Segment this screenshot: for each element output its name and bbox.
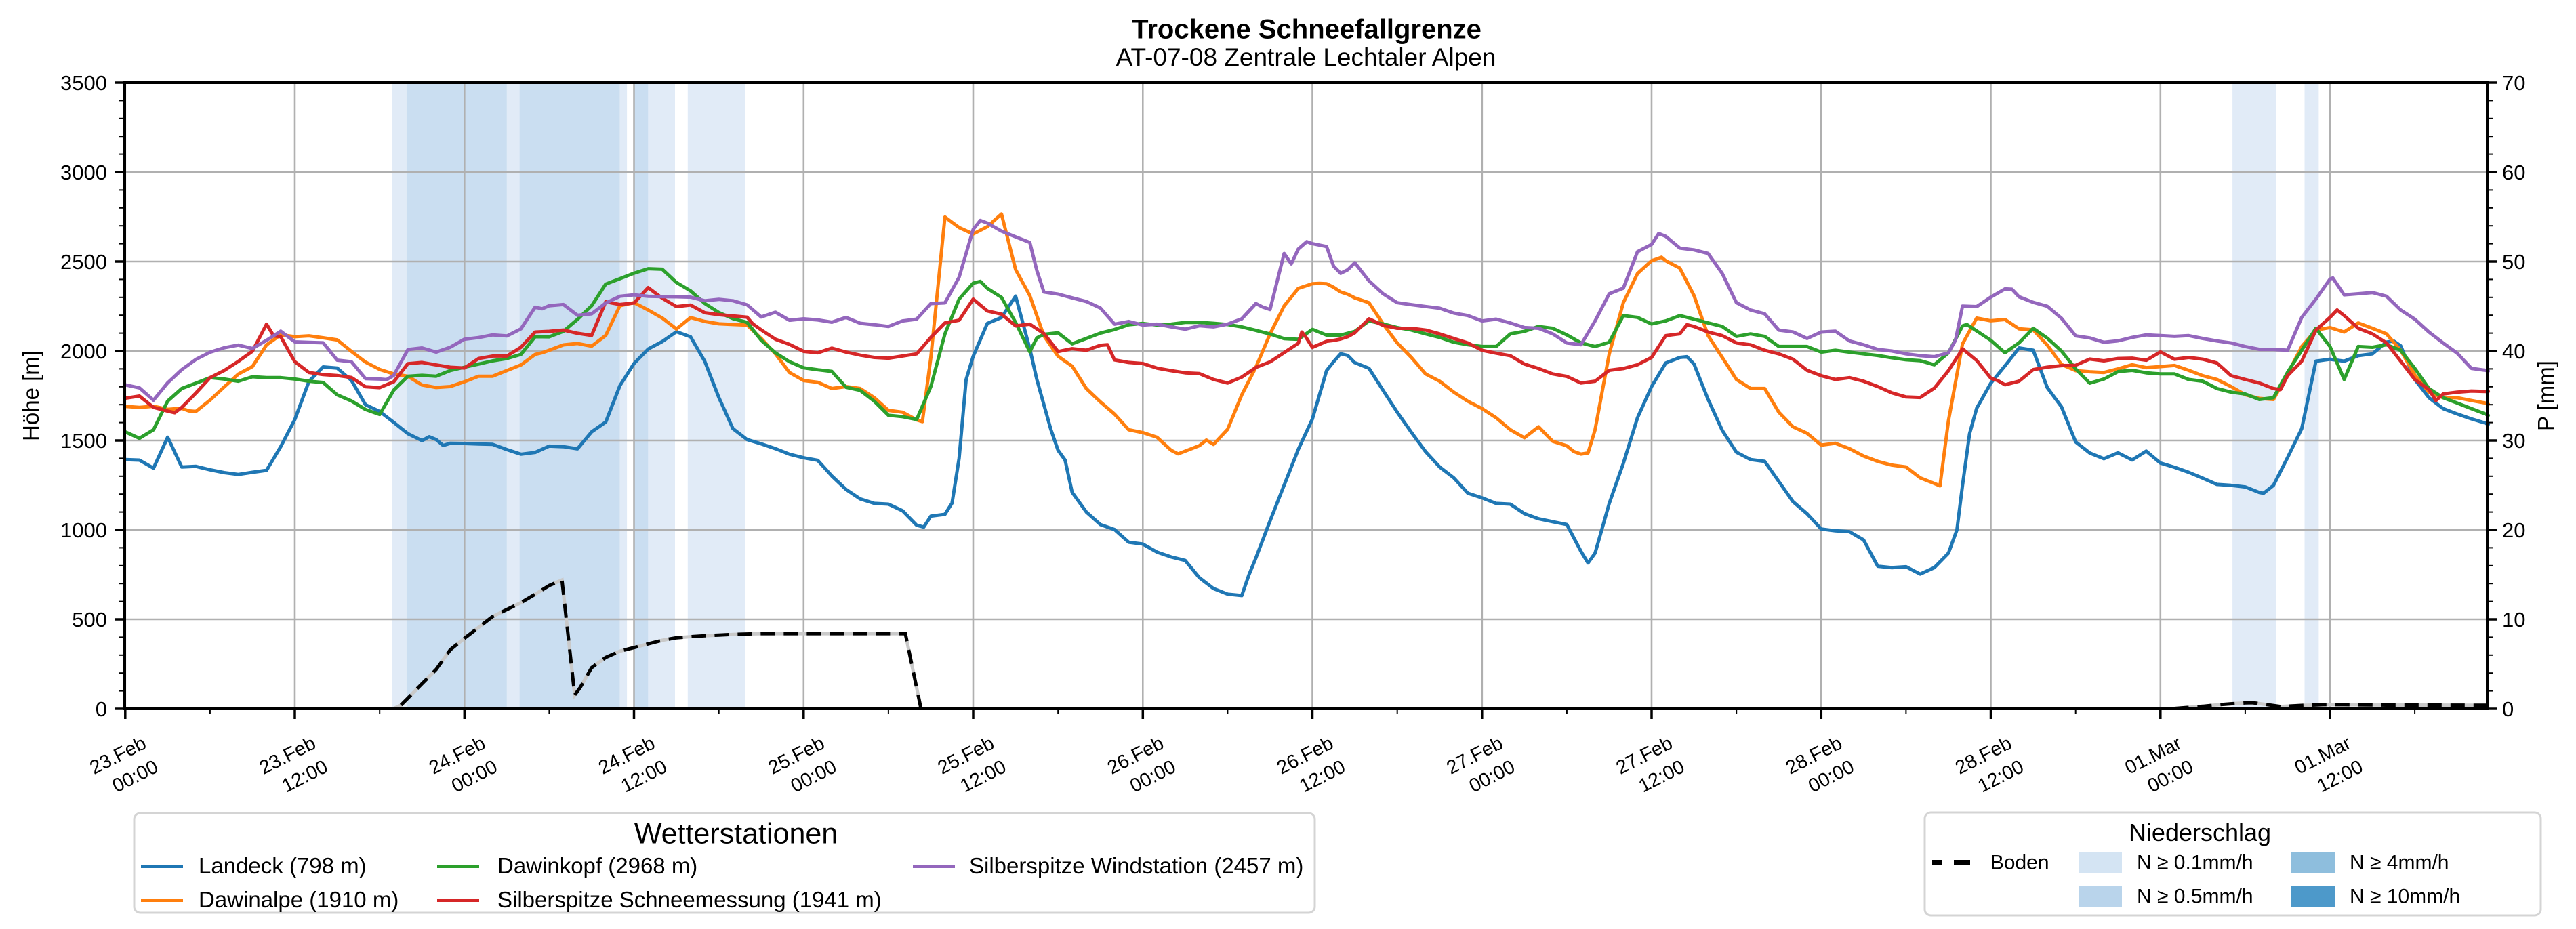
svg-text:0: 0 bbox=[96, 697, 107, 721]
svg-text:40: 40 bbox=[2502, 339, 2525, 363]
svg-text:10: 10 bbox=[2502, 608, 2525, 632]
svg-text:0: 0 bbox=[2502, 697, 2514, 721]
svg-text:Höhe [m]: Höhe [m] bbox=[18, 350, 43, 441]
svg-text:N ≥ 0.1mm/h: N ≥ 0.1mm/h bbox=[2137, 851, 2253, 873]
svg-text:30: 30 bbox=[2502, 429, 2525, 453]
svg-text:70: 70 bbox=[2502, 71, 2525, 95]
svg-text:2500: 2500 bbox=[60, 250, 107, 274]
svg-text:2000: 2000 bbox=[60, 339, 107, 363]
svg-text:Trockene Schneefallgrenze: Trockene Schneefallgrenze bbox=[1132, 15, 1481, 45]
svg-text:Wetterstationen: Wetterstationen bbox=[634, 818, 838, 850]
svg-text:500: 500 bbox=[72, 608, 107, 632]
svg-text:Dawinkopf (2968 m): Dawinkopf (2968 m) bbox=[497, 853, 697, 878]
svg-text:N ≥ 10mm/h: N ≥ 10mm/h bbox=[2350, 885, 2460, 907]
svg-text:N ≥ 0.5mm/h: N ≥ 0.5mm/h bbox=[2137, 885, 2253, 907]
svg-text:60: 60 bbox=[2502, 161, 2525, 184]
svg-text:1000: 1000 bbox=[60, 518, 107, 542]
svg-text:1500: 1500 bbox=[60, 429, 107, 453]
svg-text:50: 50 bbox=[2502, 250, 2525, 274]
svg-text:Dawinalpe (1910 m): Dawinalpe (1910 m) bbox=[199, 887, 398, 912]
svg-text:3500: 3500 bbox=[60, 71, 107, 95]
svg-text:Boden: Boden bbox=[1990, 851, 2049, 873]
svg-text:3000: 3000 bbox=[60, 161, 107, 184]
svg-text:Landeck (798 m): Landeck (798 m) bbox=[199, 853, 367, 878]
svg-text:N ≥ 4mm/h: N ≥ 4mm/h bbox=[2350, 851, 2449, 873]
svg-text:P [mm]: P [mm] bbox=[2533, 360, 2558, 431]
svg-text:Niederschlag: Niederschlag bbox=[2129, 819, 2271, 846]
svg-text:AT-07-08 Zentrale Lechtaler Al: AT-07-08 Zentrale Lechtaler Alpen bbox=[1116, 43, 1496, 71]
svg-text:Silberspitze Windstation (2457: Silberspitze Windstation (2457 m) bbox=[969, 853, 1303, 878]
svg-text:20: 20 bbox=[2502, 518, 2525, 542]
svg-text:Silberspitze Schneemessung (19: Silberspitze Schneemessung (1941 m) bbox=[497, 887, 882, 912]
